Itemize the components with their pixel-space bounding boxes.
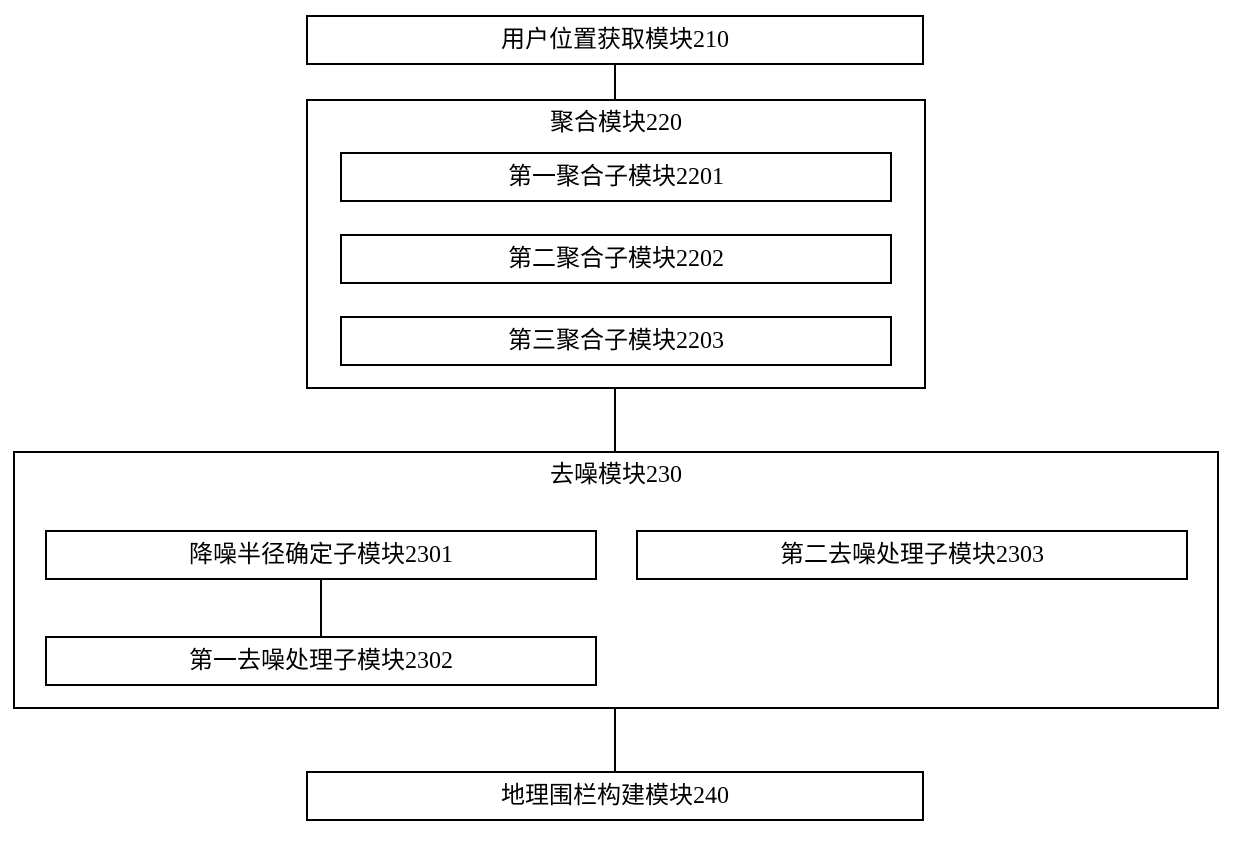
module-230-title: 去噪模块230 — [550, 462, 682, 488]
connector-210-220 — [614, 65, 616, 99]
module-210-label: 用户位置获取模块210 — [501, 26, 729, 55]
sub-module-2201-label: 第一聚合子模块2201 — [508, 163, 724, 192]
module-240-label: 地理围栏构建模块240 — [501, 782, 729, 811]
module-210: 用户位置获取模块210 — [306, 15, 924, 65]
connector-2301-2302 — [320, 580, 322, 636]
sub-module-2203: 第三聚合子模块2203 — [340, 316, 892, 366]
sub-module-2301-label: 降噪半径确定子模块2301 — [189, 541, 453, 570]
sub-module-2303: 第二去噪处理子模块2303 — [636, 530, 1188, 580]
sub-module-2202: 第二聚合子模块2202 — [340, 234, 892, 284]
module-220-title: 聚合模块220 — [550, 110, 682, 136]
module-240: 地理围栏构建模块240 — [306, 771, 924, 821]
sub-module-2202-label: 第二聚合子模块2202 — [508, 245, 724, 274]
sub-module-2201: 第一聚合子模块2201 — [340, 152, 892, 202]
sub-module-2203-label: 第三聚合子模块2203 — [508, 327, 724, 356]
connector-230-240 — [614, 709, 616, 771]
sub-module-2302: 第一去噪处理子模块2302 — [45, 636, 597, 686]
sub-module-2301: 降噪半径确定子模块2301 — [45, 530, 597, 580]
module-230-title-wrap: 去噪模块230 — [15, 453, 1217, 496]
module-220-title-wrap: 聚合模块220 — [308, 101, 924, 144]
connector-220-230 — [614, 389, 616, 451]
sub-module-2303-label: 第二去噪处理子模块2303 — [780, 541, 1044, 570]
sub-module-2302-label: 第一去噪处理子模块2302 — [189, 647, 453, 676]
